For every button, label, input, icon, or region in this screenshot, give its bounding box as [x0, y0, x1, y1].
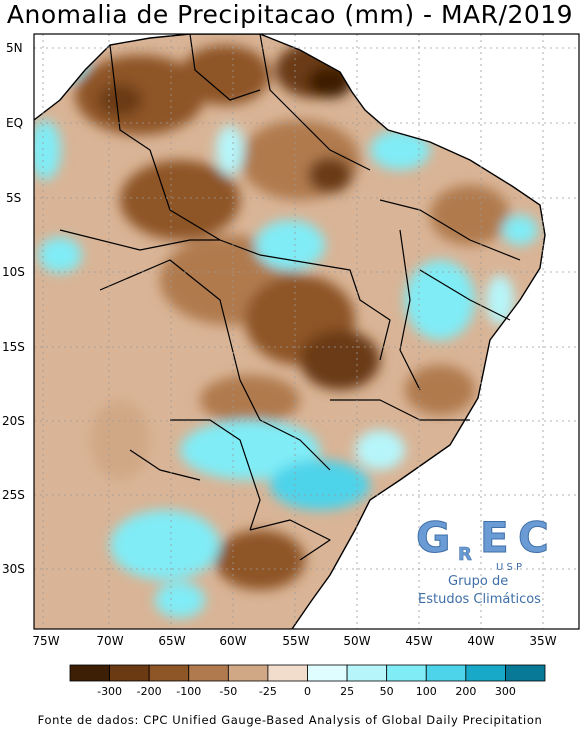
- wet-anomaly-blob: [34, 120, 61, 180]
- legend-swatch: [425, 664, 467, 682]
- wet-anomaly-blob: [405, 260, 475, 340]
- legend-label: 300: [495, 685, 516, 698]
- lon-label: 65W: [158, 634, 185, 648]
- wet-anomaly-blob: [38, 237, 82, 273]
- legend-swatch: [386, 664, 427, 682]
- lat-label: 25S: [2, 488, 25, 502]
- wet-anomaly-blob: [486, 275, 514, 325]
- dry-anomaly-blob: [180, 45, 270, 105]
- legend-label: 200: [455, 685, 476, 698]
- lat-label: 15S: [2, 340, 25, 354]
- logo-usp: U S P: [496, 562, 522, 573]
- data-source-note: Fonte de dados: CPC Unified Gauge-Based …: [37, 713, 543, 727]
- legend-swatch: [227, 664, 269, 682]
- wet-anomaly-blob: [355, 430, 405, 470]
- dry-anomaly-blob: [405, 365, 475, 415]
- wet-anomaly-blob: [502, 215, 538, 245]
- legend-label: -50: [219, 685, 237, 698]
- legend-swatch: [307, 664, 348, 682]
- wet-anomaly-blob: [110, 510, 220, 580]
- lat-label: 5N: [6, 41, 23, 55]
- wet-anomaly-blob: [270, 460, 370, 510]
- dry-anomaly-blob: [90, 400, 150, 480]
- legend-label: 25: [340, 685, 354, 698]
- lon-label: 40W: [467, 634, 494, 648]
- lat-axis: 5N EQ 5S 10S 15S 20S 25S 30S: [2, 41, 25, 576]
- wet-anomaly-blob: [155, 582, 205, 618]
- logo-letter: E: [480, 513, 509, 562]
- lon-axis: 75W 70W 65W 60W 55W 50W 45W 40W 35W: [32, 634, 556, 648]
- lat-label: 5S: [6, 191, 21, 205]
- wet-anomaly-blob: [370, 130, 430, 170]
- legend-label: -200: [137, 685, 162, 698]
- dry-anomaly-blob: [215, 530, 305, 590]
- lon-label: 45W: [405, 634, 432, 648]
- legend-label: -100: [176, 685, 201, 698]
- logo-letter: R: [458, 544, 472, 565]
- color-legend: -300 -200 -100 -50 -25 0 25 50 100 200 300: [69, 664, 546, 698]
- lon-label: 50W: [343, 634, 370, 648]
- legend-label: 50: [380, 685, 394, 698]
- dry-anomaly-blob: [120, 160, 240, 240]
- legend-swatch: [109, 664, 150, 682]
- legend-swatch: [69, 664, 110, 682]
- grec-logo: G R E C U S P Grupo de Estudos Climático…: [416, 513, 550, 608]
- wet-anomaly-blob: [255, 220, 325, 270]
- legend-label: -300: [97, 685, 122, 698]
- logo-line2: Estudos Climáticos: [418, 592, 541, 607]
- dry-anomaly-blob: [308, 157, 352, 193]
- legend-swatch: [465, 664, 506, 682]
- lon-label: 70W: [96, 634, 123, 648]
- lon-label: 60W: [219, 634, 246, 648]
- map-title: Anomalia de Precipitacao (mm) - MAR/2019: [6, 0, 574, 29]
- legend-label: 0: [304, 685, 311, 698]
- legend-label: 100: [416, 685, 437, 698]
- lat-label: 30S: [2, 562, 25, 576]
- country-borders: [59, 34, 521, 561]
- wet-anomaly-blob: [180, 420, 320, 480]
- lon-label: 55W: [282, 634, 309, 648]
- legend-swatch: [148, 664, 190, 682]
- lat-label: 10S: [2, 265, 25, 279]
- legend-swatch: [505, 664, 546, 682]
- lon-label: 75W: [32, 634, 59, 648]
- logo-letter: G: [416, 513, 450, 562]
- dry-anomaly-blob: [98, 84, 142, 116]
- dry-anomaly-blob: [430, 185, 510, 245]
- wet-anomaly-blob: [216, 125, 244, 175]
- coastline: [34, 34, 546, 629]
- logo-line1: Grupo de: [448, 574, 508, 589]
- logo-letter: C: [518, 513, 549, 562]
- legend-swatch: [346, 664, 388, 682]
- lon-label: 35W: [529, 634, 556, 648]
- lat-label: EQ: [6, 116, 23, 130]
- dry-anomaly-blob: [300, 330, 380, 390]
- graticule: [34, 34, 579, 629]
- legend-swatch: [267, 664, 308, 682]
- lat-label: 20S: [2, 414, 25, 428]
- legend-swatch: [188, 664, 229, 682]
- legend-label: -25: [259, 685, 277, 698]
